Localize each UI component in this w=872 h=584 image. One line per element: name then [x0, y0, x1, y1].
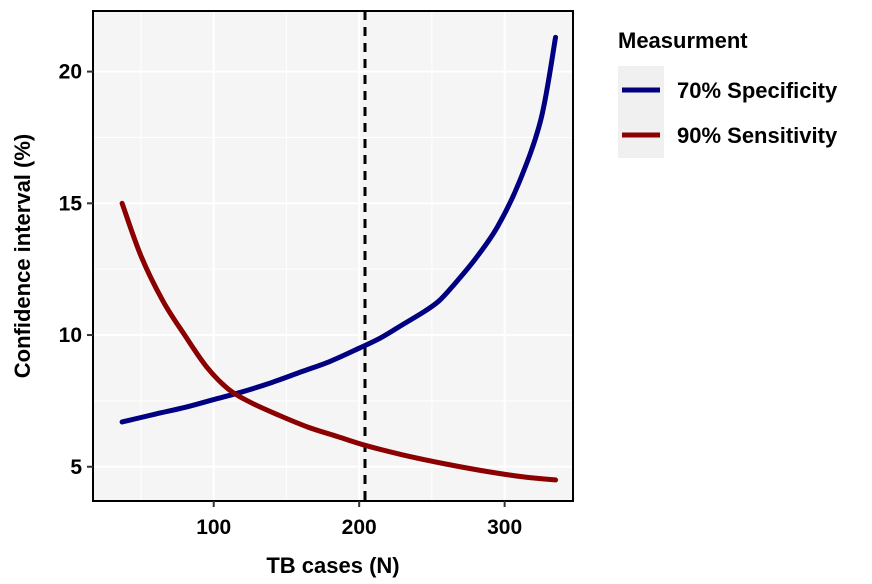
x-tick-label: 100 — [196, 516, 231, 539]
y-tick-label: 20 — [59, 61, 82, 84]
y-tick-label: 10 — [59, 324, 82, 347]
series-lines — [119, 34, 559, 483]
legend-key-background — [618, 66, 664, 158]
series-line-specificity — [119, 34, 559, 425]
panel-border — [92, 10, 574, 502]
plot-border — [92, 10, 574, 502]
series-line-sensitivity — [119, 200, 559, 483]
plot-background — [93, 11, 573, 501]
grid-lines — [93, 11, 573, 501]
x-axis-ticks: 100 200 300 — [196, 501, 522, 539]
legend-label-specificity: 70% Specificity — [677, 78, 838, 103]
legend-label-sensitivity: 90% Sensitivity — [677, 123, 838, 148]
plot-panel — [93, 11, 573, 501]
x-tick-label: 300 — [487, 516, 522, 539]
x-axis-title: TB cases (N) — [266, 553, 399, 578]
x-tick-label: 200 — [342, 516, 377, 539]
y-tick-label: 15 — [59, 192, 83, 215]
legend: Measurment 70% Specificity 90% Sensitivi… — [618, 28, 838, 158]
legend-title: Measurment — [618, 28, 748, 53]
y-axis-ticks: 5 10 15 20 — [59, 61, 93, 479]
y-axis-title: Confidence interval (%) — [10, 134, 35, 378]
y-tick-label: 5 — [70, 456, 82, 479]
